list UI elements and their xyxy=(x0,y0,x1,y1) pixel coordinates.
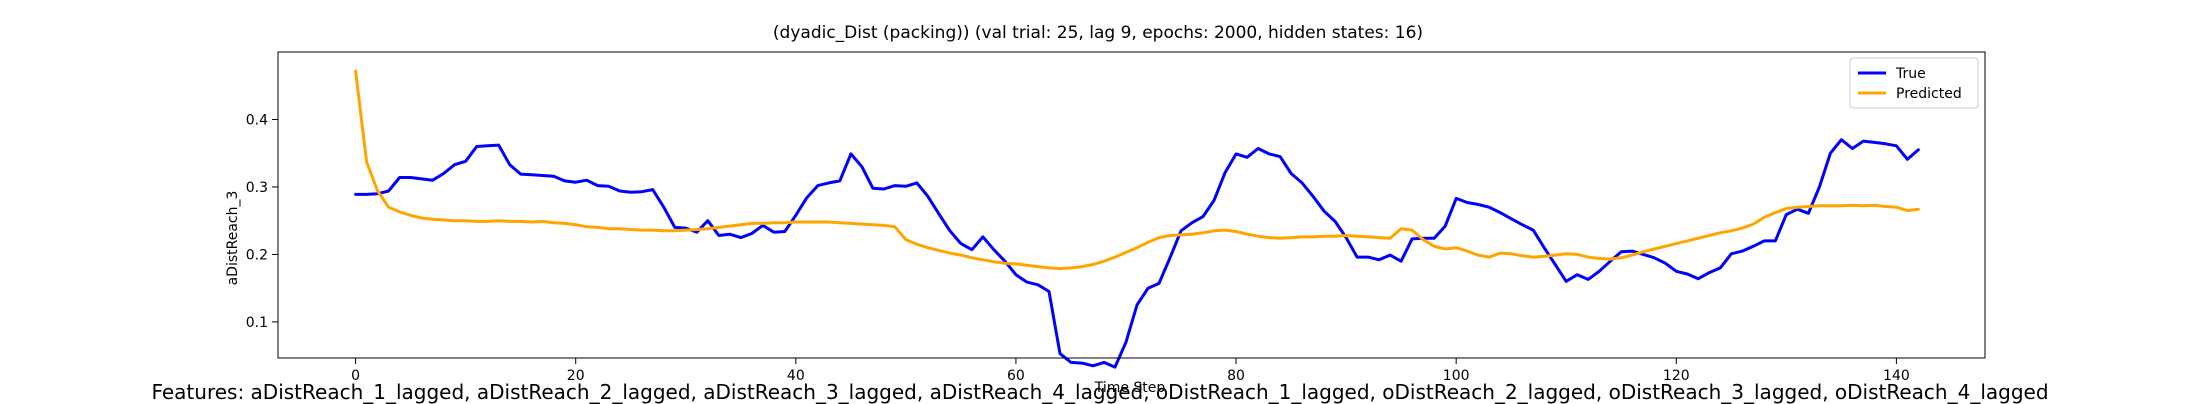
y-tick-label: 0.2 xyxy=(246,247,268,263)
x-tick-label: 120 xyxy=(1663,368,1690,384)
x-axis: 0 20 40 60 80 100 120 140 xyxy=(351,358,1910,384)
legend: True Predicted xyxy=(1849,57,1979,109)
x-tick-label: 80 xyxy=(1227,368,1245,384)
legend-label-predicted: Predicted xyxy=(1896,86,1962,102)
series-line-true xyxy=(354,138,1920,369)
chart-title: (dyadic_Dist (packing)) (val trial: 25, … xyxy=(773,23,1423,43)
features-footer: Features: aDistReach_1_lagged, aDistReac… xyxy=(151,380,2049,404)
series-line-predicted xyxy=(354,69,1920,271)
legend-box xyxy=(1849,57,1979,109)
plot-frame xyxy=(277,51,1986,359)
x-tick-label: 40 xyxy=(787,368,805,384)
x-axis-label: Time Step xyxy=(1094,380,1166,396)
x-tick-label: 60 xyxy=(1007,368,1025,384)
y-axis-label: aDistReach_3 xyxy=(225,191,241,286)
legend-label-true: True xyxy=(1895,66,1926,82)
x-tick-label: 140 xyxy=(1883,368,1910,384)
y-tick-label: 0.1 xyxy=(246,315,268,331)
x-tick-label: 100 xyxy=(1443,368,1470,384)
y-tick-label: 0.4 xyxy=(246,112,268,128)
plot-area xyxy=(277,51,1986,369)
y-tick-label: 0.3 xyxy=(246,180,268,196)
x-tick-label: 0 xyxy=(351,368,360,384)
y-axis: 0.1 0.2 0.3 0.4 xyxy=(246,112,278,331)
x-tick-label: 20 xyxy=(567,368,585,384)
